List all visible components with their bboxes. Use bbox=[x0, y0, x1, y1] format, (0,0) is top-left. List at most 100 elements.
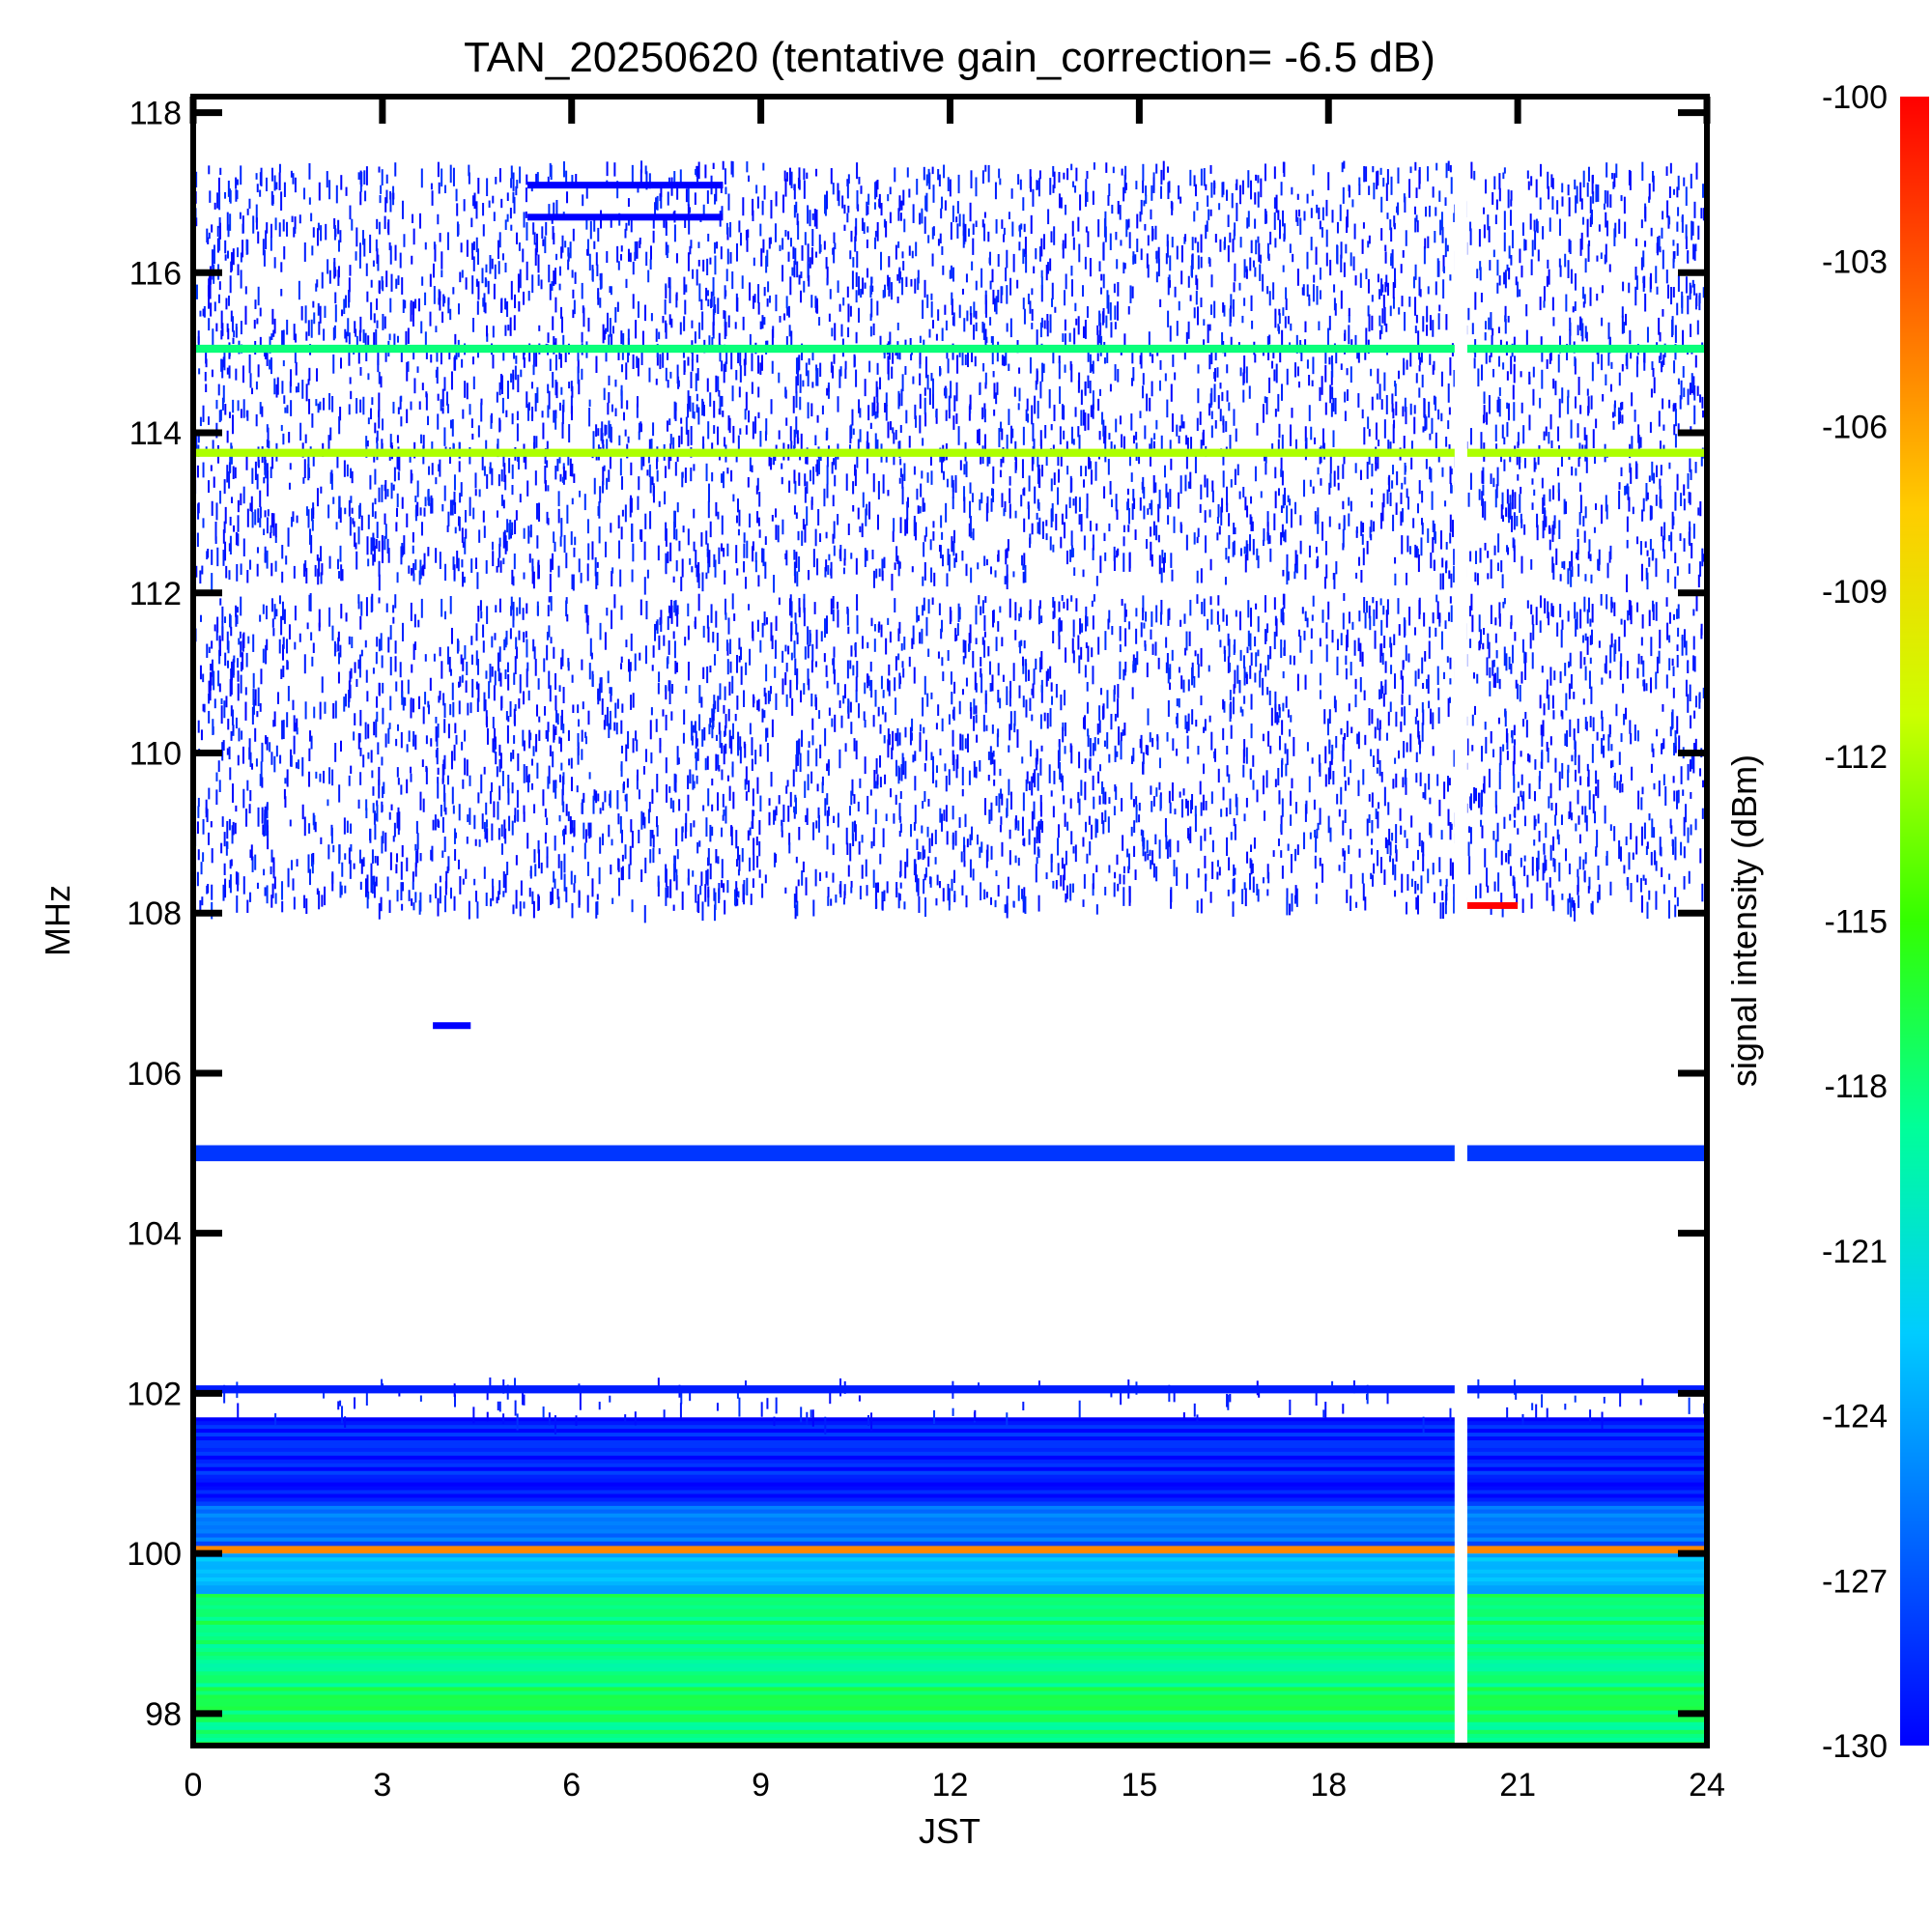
heatmap-cell bbox=[209, 671, 212, 691]
heatmap-cell bbox=[723, 810, 725, 816]
heatmap-cell bbox=[1656, 242, 1659, 254]
heatmap-cell bbox=[945, 805, 948, 822]
heatmap-cell bbox=[1438, 799, 1441, 816]
heatmap-cell bbox=[355, 678, 358, 688]
heatmap-cell bbox=[1674, 904, 1677, 918]
heatmap-cell bbox=[791, 697, 794, 716]
heatmap-cell bbox=[1366, 818, 1369, 837]
heatmap-cell bbox=[604, 714, 607, 726]
heatmap-cell bbox=[1178, 697, 1180, 708]
heatmap-cell bbox=[460, 654, 463, 665]
heatmap-cell bbox=[238, 638, 241, 645]
heatmap-cell bbox=[1310, 628, 1313, 639]
heatmap-cell bbox=[1102, 242, 1105, 261]
heatmap-cell bbox=[623, 781, 626, 790]
heatmap-cell bbox=[1232, 239, 1235, 253]
heatmap-cell bbox=[1145, 611, 1148, 622]
heatmap-cell bbox=[516, 1413, 519, 1431]
heatmap-row bbox=[193, 1737, 1707, 1743]
heatmap-cell bbox=[1080, 780, 1083, 796]
heatmap-cell bbox=[1447, 383, 1450, 403]
heatmap-cell bbox=[630, 819, 633, 833]
heatmap-cell bbox=[937, 651, 940, 659]
heatmap-cell bbox=[513, 554, 516, 570]
heatmap-cell bbox=[520, 880, 523, 896]
heatmap-cell bbox=[1659, 478, 1662, 490]
heatmap-cell bbox=[1371, 848, 1374, 855]
heatmap-cell bbox=[1692, 655, 1695, 671]
heatmap-cell bbox=[1685, 679, 1688, 697]
heatmap-cell bbox=[941, 619, 944, 633]
heatmap-cell bbox=[1063, 795, 1065, 805]
heatmap-cell bbox=[464, 729, 467, 742]
heatmap-cell bbox=[1232, 696, 1235, 715]
heatmap-cell bbox=[1582, 170, 1585, 187]
heatmap-cell bbox=[694, 721, 696, 733]
heatmap-cell bbox=[1546, 679, 1548, 691]
heatmap-cell bbox=[1644, 878, 1647, 885]
heatmap-cell bbox=[1218, 867, 1221, 876]
heatmap-cell bbox=[1439, 879, 1442, 887]
heatmap-cell bbox=[608, 391, 611, 404]
heatmap-cell bbox=[377, 742, 380, 755]
heatmap-cell bbox=[492, 717, 495, 729]
heatmap-row bbox=[193, 1648, 1707, 1653]
heatmap-cell bbox=[388, 811, 391, 820]
heatmap-cell bbox=[724, 730, 726, 737]
heatmap-cell bbox=[1254, 636, 1257, 647]
heatmap-cell bbox=[952, 750, 954, 765]
heatmap-cell bbox=[1052, 596, 1055, 608]
heatmap-cell bbox=[1155, 605, 1158, 623]
heatmap-cell bbox=[813, 602, 816, 614]
heatmap-cell bbox=[1689, 759, 1691, 772]
heatmap-cell bbox=[767, 281, 770, 293]
heatmap-cell bbox=[1239, 706, 1242, 713]
heatmap-cell bbox=[240, 409, 242, 418]
heatmap-cell bbox=[339, 1400, 342, 1406]
heatmap-cell bbox=[530, 758, 533, 766]
heatmap-cell bbox=[483, 766, 486, 775]
heatmap-cell bbox=[1232, 878, 1235, 895]
heatmap-cell bbox=[1660, 846, 1662, 857]
heatmap-cell bbox=[990, 845, 993, 860]
heatmap-cell bbox=[451, 786, 454, 805]
heatmap-cell bbox=[864, 282, 867, 289]
heatmap-cell bbox=[1622, 683, 1625, 694]
heatmap-cell bbox=[1217, 595, 1220, 606]
heatmap-cell bbox=[789, 679, 792, 698]
heatmap-cell bbox=[815, 168, 818, 177]
heatmap-cell bbox=[1547, 747, 1549, 763]
heatmap-cell bbox=[673, 855, 676, 867]
heatmap-cell bbox=[1425, 206, 1428, 217]
heatmap-cell bbox=[1340, 633, 1343, 646]
heatmap-cell bbox=[1390, 642, 1393, 658]
heatmap-cell bbox=[1047, 668, 1050, 681]
heatmap-cell bbox=[1479, 261, 1482, 270]
heatmap-cell bbox=[1600, 593, 1603, 606]
heatmap-cell bbox=[1513, 724, 1516, 736]
heatmap-cell bbox=[1171, 782, 1174, 802]
heatmap-cell bbox=[408, 730, 411, 742]
heatmap-cell bbox=[860, 288, 863, 298]
heatmap-cell bbox=[252, 699, 255, 715]
heatmap-cell bbox=[1368, 794, 1371, 802]
heatmap-cell bbox=[1054, 306, 1057, 313]
heatmap-cell bbox=[1381, 685, 1384, 695]
heatmap-cell bbox=[252, 672, 255, 689]
heatmap-cell bbox=[1176, 748, 1179, 756]
heatmap-cell bbox=[536, 601, 539, 616]
heatmap-cell bbox=[1344, 781, 1347, 791]
heatmap-cell bbox=[692, 870, 695, 877]
heatmap-cell bbox=[1311, 757, 1314, 764]
heatmap-cell bbox=[1453, 750, 1456, 767]
heatmap-cell bbox=[236, 895, 239, 913]
heatmap-cell bbox=[766, 298, 769, 307]
heatmap-cell bbox=[1373, 863, 1376, 874]
heatmap-cell bbox=[1655, 671, 1658, 690]
heatmap-cell bbox=[242, 652, 244, 670]
heatmap-cell bbox=[1103, 431, 1106, 444]
heatmap-cell bbox=[1653, 827, 1656, 838]
heatmap-cell bbox=[1039, 794, 1042, 811]
heatmap-cell bbox=[1083, 873, 1086, 889]
heatmap-cell bbox=[617, 859, 620, 872]
